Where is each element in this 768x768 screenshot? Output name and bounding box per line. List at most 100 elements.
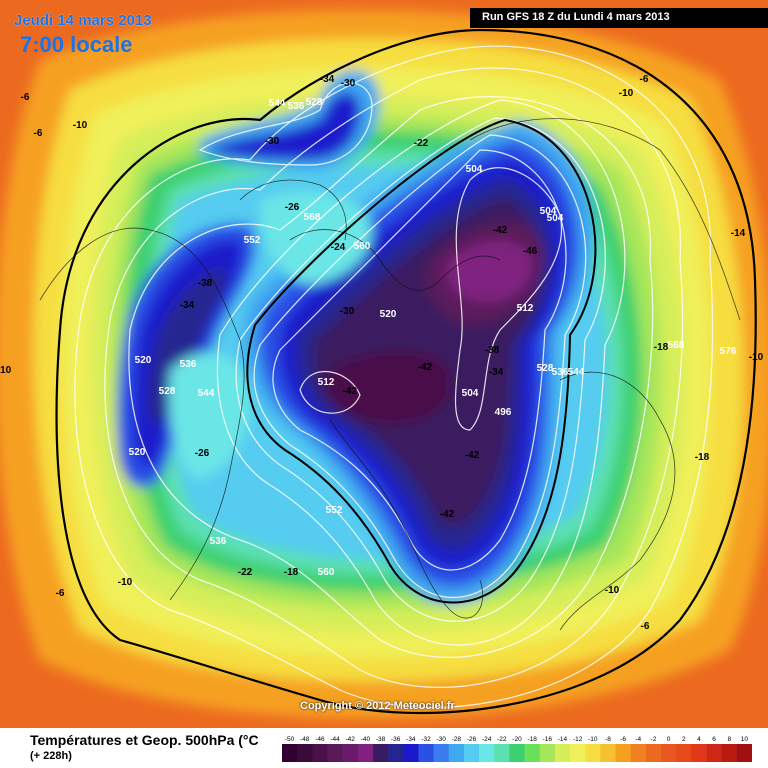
geopotential-label: 496 <box>495 407 512 418</box>
geopotential-label: 544 <box>269 98 286 109</box>
legend-swatch <box>615 744 632 762</box>
contour-504 <box>454 167 563 431</box>
temperature-label: -34 <box>180 300 195 311</box>
legend-tick-label: -10 <box>588 736 598 743</box>
geopotential-label: 544 <box>198 388 215 399</box>
legend-tick-label: 6 <box>712 736 716 743</box>
legend-tick-label: -16 <box>543 736 553 743</box>
geopotential-label: 504 <box>547 213 564 224</box>
geopotential-label: 536 <box>210 536 227 547</box>
temperature-label: -26 <box>195 448 210 459</box>
legend-swatch <box>509 744 525 762</box>
legend-swatch <box>585 744 601 762</box>
legend-swatch <box>388 744 404 762</box>
temperature-geopotential-map: -34 -30-30 -22-26-24-30-42-46-38-34-42-38-… <box>0 0 768 728</box>
legend-tick-label: -28 <box>452 736 462 743</box>
coast-arctic <box>289 229 501 291</box>
band-magenta <box>445 240 533 303</box>
geopotential-label: 520 <box>380 309 397 320</box>
geopotential-label: 528 <box>537 363 554 374</box>
legend-swatch <box>312 744 328 762</box>
legend-tick-label: -14 <box>558 736 568 743</box>
legend-swatch <box>600 744 616 762</box>
legend-tick-label: -32 <box>421 736 431 743</box>
legend-tick-label: -24 <box>482 736 492 743</box>
legend-swatch <box>645 744 662 762</box>
geopotential-label: 520 <box>135 355 152 366</box>
temperature-label: -18 <box>284 567 299 578</box>
geopotential-label: 568 <box>668 340 685 351</box>
legend-tick-label: -46 <box>315 736 325 743</box>
geopotential-label: 576 <box>720 346 737 357</box>
geopotential-label: 520 <box>129 447 146 458</box>
legend-tick-label: -4 <box>635 736 641 743</box>
legend-tick-label: -44 <box>330 736 340 743</box>
temperature-label: -34 <box>489 367 504 378</box>
legend-swatch <box>539 744 556 762</box>
legend-swatch <box>661 744 677 762</box>
geopotential-label: 536 <box>552 367 569 378</box>
legend-tick-label: -50 <box>285 736 295 743</box>
temperature-label: -6 <box>34 128 43 139</box>
contour-536 <box>235 117 606 622</box>
coast-greenland <box>329 419 484 619</box>
geopotential-label: 536 <box>180 359 197 370</box>
temperature-labels: -34 -30-30 -22-26-24-30-42-46-38-34-42-38-… <box>0 74 764 632</box>
legend-tick-label: 4 <box>697 736 701 743</box>
legend-swatch <box>357 744 374 762</box>
geopotential-label: 504 <box>462 388 479 399</box>
contour-560 <box>104 67 684 688</box>
temperature-label: -42 <box>440 509 455 520</box>
coast-europe <box>559 371 676 631</box>
contour-512 <box>299 371 361 414</box>
legend-swatch <box>433 744 450 762</box>
forecast-hour: (+ 228h) <box>30 750 72 762</box>
legend-tick-label: -34 <box>406 736 416 743</box>
legend-tick-label: -26 <box>467 736 477 743</box>
temperature-label: -18 <box>654 342 669 353</box>
legend-tick-label: -36 <box>391 736 401 743</box>
temperature-label: -14 <box>731 228 746 239</box>
legend-swatch <box>676 744 692 762</box>
temperature-label: -6 <box>640 74 649 85</box>
geopotential-label: 568 <box>304 212 321 223</box>
copyright-notice: Copyright © 2012 Meteociel.fr <box>300 700 455 712</box>
temperature-label: -42 <box>493 225 508 236</box>
contour-568 <box>74 45 714 708</box>
legend-swatch <box>463 744 480 762</box>
geopotential-label: 512 <box>318 377 335 388</box>
temperature-label: -26 <box>285 202 300 213</box>
temperature-label: -34 <box>320 74 335 85</box>
legend-tick-label: 0 <box>667 736 671 743</box>
north-blob-inner <box>210 92 360 160</box>
contour-bold <box>55 28 757 715</box>
valid-time: 7:00 locale <box>20 32 133 57</box>
west-lobe-core <box>148 268 226 426</box>
temperature-label: -10 <box>0 365 12 376</box>
color-scale-legend: -50 -48 -46 -44 -42 -40 -38 -36 -34 -32 -30 -28 -26-… <box>282 736 752 762</box>
model-run: Run GFS 18 Z du Lundi 4 mars 2013 <box>482 11 670 23</box>
coast-pacific <box>239 179 347 241</box>
run-info-box <box>470 8 768 28</box>
legend-swatch <box>327 744 343 762</box>
geopotential-label: 552 <box>244 235 261 246</box>
geopotential-label: 552 <box>326 505 343 516</box>
band-plum-center <box>323 351 451 425</box>
geopotential-label: 560 <box>318 567 335 578</box>
geopotential-label: 528 <box>159 386 176 397</box>
coast-americas <box>39 227 245 601</box>
temperature-label: -22 <box>238 567 253 578</box>
temperature-label: -6 <box>641 621 650 632</box>
legend-tick-label: 10 <box>741 736 749 743</box>
geopotential-label: 504 <box>466 164 483 175</box>
legend-swatch <box>297 744 313 762</box>
legend-swatch <box>403 744 419 762</box>
contour-552 <box>128 96 654 658</box>
legend-swatch <box>630 744 647 762</box>
legend-tick-label: -48 <box>300 736 310 743</box>
temperature-label: -10 <box>118 577 133 588</box>
legend-swatch <box>570 744 586 762</box>
temperature-label: -10 <box>749 352 764 363</box>
